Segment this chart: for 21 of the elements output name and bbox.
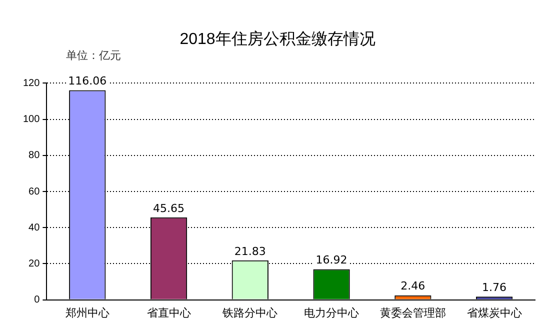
data-label: 116.06 [68, 74, 107, 88]
y-tick-label: 0 [34, 294, 40, 306]
y-tick-label: 120 [22, 78, 40, 89]
y-tick-label: 20 [28, 258, 40, 270]
x-tick-label: 铁路分中心 [222, 306, 278, 320]
x-tick-label: 黄委会管理部 [380, 306, 446, 320]
data-label: 2.46 [400, 280, 426, 293]
x-tick-label: 省直中心 [146, 306, 191, 320]
y-tick-label: 40 [28, 222, 40, 234]
text: 单位：亿元 [66, 48, 121, 63]
x-tick-label: 省煤炭中心 [466, 306, 522, 320]
x-tick-label: 郑州中心 [65, 306, 110, 320]
y-tick-label: 80 [28, 150, 40, 162]
data-label: 1.76 [482, 280, 507, 294]
data-label: 16.92 [316, 254, 348, 267]
x-tick-label: 电力分中心 [304, 306, 360, 320]
y-tick-label: 100 [22, 114, 40, 126]
chart-title: 2018年住房公积金缴存情况 [180, 30, 376, 48]
data-label: 21.83 [234, 244, 266, 258]
data-label: 45.65 [153, 202, 185, 215]
y-tick-label: 60 [28, 186, 40, 198]
